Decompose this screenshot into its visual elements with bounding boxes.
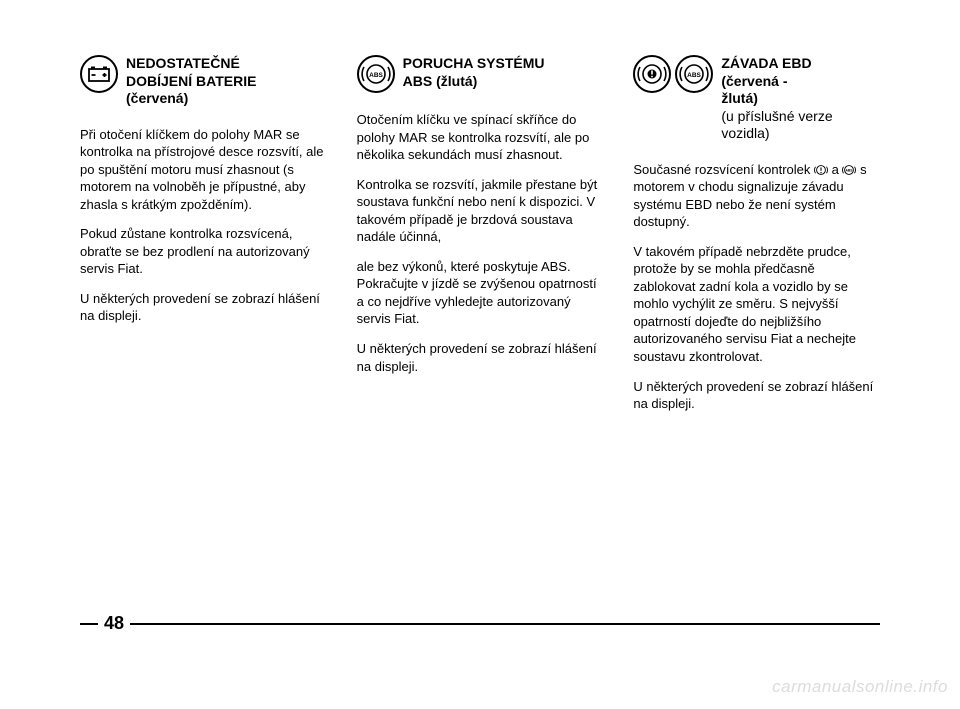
page-number: 48 — [98, 613, 130, 634]
heading-row: ABS PORUCHA SYSTÉMU ABS (žlutá) — [357, 55, 604, 93]
heading-text: PORUCHA SYSTÉMU ABS (žlutá) — [403, 55, 545, 90]
body-para: Kontrolka se rozsvítí, jakmile přestane … — [357, 176, 604, 246]
svg-text:ABS: ABS — [687, 72, 701, 79]
column-battery: NEDOSTATEČNÉ DOBÍJENÍ BATERIE (červená) … — [80, 55, 327, 425]
title-line: ABS (žlutá) — [403, 73, 478, 89]
brake-warning-icon — [633, 55, 671, 93]
icons-pair: ABS — [633, 55, 713, 93]
rule-segment — [80, 623, 98, 625]
title-line: (červená - — [721, 73, 787, 89]
rule-segment — [130, 623, 880, 625]
abs-icon: ABS — [675, 55, 713, 93]
title-line: DOBÍJENÍ BATERIE — [126, 73, 256, 89]
body-para: Pokud zůstane kontrolka rozsvícená, obra… — [80, 225, 327, 278]
svg-text:ABS: ABS — [369, 72, 383, 79]
text-fragment: Současné rozsvícení kontrolek — [633, 162, 814, 177]
abs-icon: ABS — [357, 55, 395, 93]
title-sub: (červená) — [126, 90, 188, 106]
body-para: Současné rozsvícení kontrolek a ABS s mo… — [633, 161, 880, 231]
body-para: Při otočení klíčkem do polohy MAR se kon… — [80, 126, 327, 214]
svg-text:ABS: ABS — [846, 168, 854, 172]
body-para: U některých provedení se zobrazí hlášení… — [633, 378, 880, 413]
column-abs: ABS PORUCHA SYSTÉMU ABS (žlutá) Otočením… — [357, 55, 604, 425]
body-para: Otočením klíčku ve spínací skříňce do po… — [357, 111, 604, 164]
body-para: ale bez výkonů, které poskytuje ABS. Pok… — [357, 258, 604, 328]
title-line: PORUCHA SYSTÉMU — [403, 55, 545, 71]
body-para: U některých provedení se zobrazí hlášení… — [80, 290, 327, 325]
title-line: žlutá) — [721, 90, 758, 106]
brake-warning-inline-icon — [814, 163, 828, 177]
body-para: U některých provedení se zobrazí hlášení… — [357, 340, 604, 375]
title-line: ZÁVADA EBD — [721, 55, 811, 71]
column-ebd: ABS ZÁVADA EBD (červená - žlutá) (u přís… — [633, 55, 880, 425]
heading-row: NEDOSTATEČNÉ DOBÍJENÍ BATERIE (červená) — [80, 55, 327, 108]
watermark: carmanualsonline.info — [772, 677, 948, 697]
title-sub: (u příslušné verze vozidla) — [721, 108, 832, 142]
abs-inline-icon: ABS — [842, 163, 856, 177]
body-para: V takovém případě nebrzděte prudce, prot… — [633, 243, 880, 366]
text-fragment: a — [828, 162, 842, 177]
heading-text: NEDOSTATEČNÉ DOBÍJENÍ BATERIE (červená) — [126, 55, 256, 108]
heading-row: ABS ZÁVADA EBD (červená - žlutá) (u přís… — [633, 55, 880, 143]
footer-rule: 48 — [80, 613, 880, 634]
title-line: NEDOSTATEČNÉ — [126, 55, 240, 71]
battery-icon — [80, 55, 118, 93]
heading-text: ZÁVADA EBD (červená - žlutá) (u příslušn… — [721, 55, 880, 143]
